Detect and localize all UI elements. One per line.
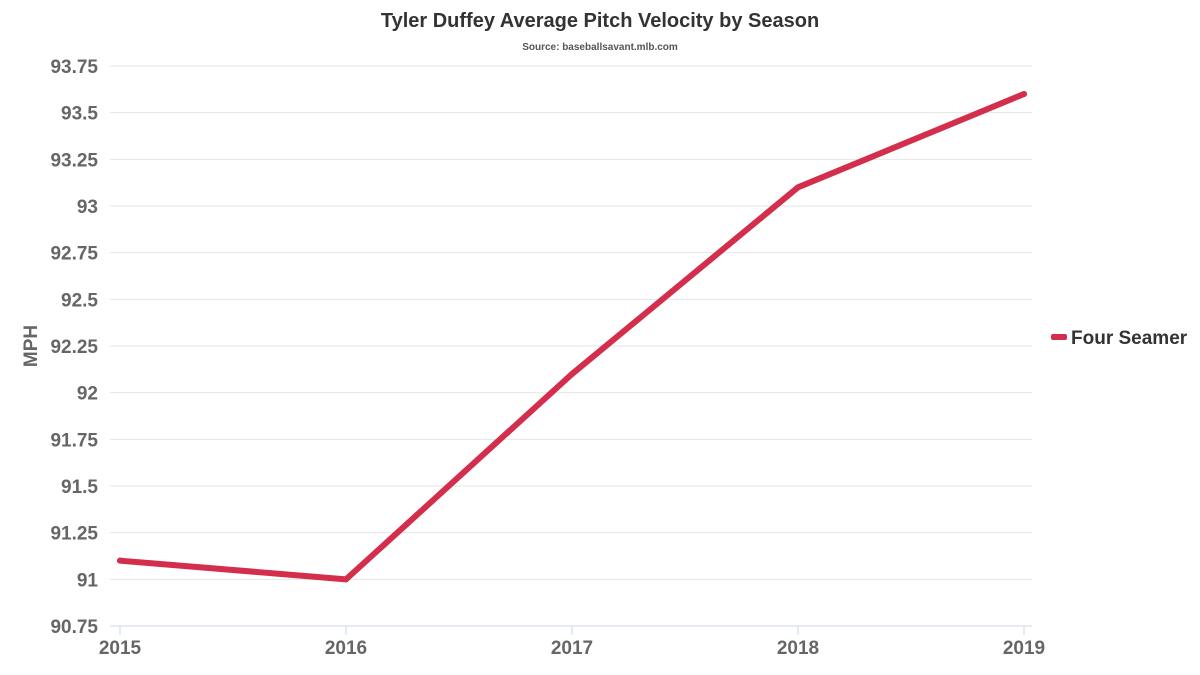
- y-tick-label: 93.25: [50, 150, 98, 171]
- chart-title: Tyler Duffey Average Pitch Velocity by S…: [381, 10, 819, 32]
- y-tick-label: 90.75: [50, 617, 98, 638]
- legend-swatch: [1051, 334, 1067, 340]
- y-tick-label: 93: [77, 197, 98, 218]
- x-tick-label: 2018: [777, 638, 819, 659]
- y-tick-label: 91.75: [50, 430, 98, 451]
- y-tick-label: 93.75: [50, 57, 98, 78]
- x-tick-label: 2015: [99, 638, 142, 659]
- chart-subtitle: Source: baseballsavant.mlb.com: [522, 42, 678, 53]
- series-line-four-seamer: [117, 91, 1027, 583]
- y-tick-label: 91.5: [61, 477, 98, 498]
- y-axis-label: MPH: [21, 325, 42, 367]
- y-tick-label: 92.5: [61, 290, 98, 311]
- legend-label-four-seamer[interactable]: Four Seamer: [1071, 328, 1188, 349]
- data-point: [117, 557, 123, 564]
- x-tick-label: 2019: [1003, 638, 1045, 659]
- data-point: [795, 184, 801, 191]
- x-axis-ticks: 2015 2016 2017 2018 2019: [99, 626, 1045, 659]
- y-tick-label: 91: [77, 570, 99, 591]
- y-tick-label: 92: [77, 384, 98, 405]
- data-point: [343, 576, 349, 583]
- x-tick-label: 2016: [325, 638, 367, 659]
- y-tick-label: 91.25: [50, 524, 98, 545]
- y-tick-label: 92.25: [50, 337, 98, 358]
- y-tick-label: 92.75: [50, 244, 98, 265]
- data-point: [1021, 91, 1027, 97]
- data-point: [569, 371, 575, 377]
- legend[interactable]: Four Seamer: [1051, 328, 1188, 349]
- gridlines: [110, 65, 1032, 580]
- x-tick-label: 2017: [551, 638, 593, 659]
- y-axis-ticks: 90.75 91 91.25 91.5 91.75 92 92.25 92.5 92.75 93 9…: [50, 57, 98, 638]
- series-layer: [117, 91, 1027, 583]
- y-tick-label: 93.5: [61, 104, 98, 125]
